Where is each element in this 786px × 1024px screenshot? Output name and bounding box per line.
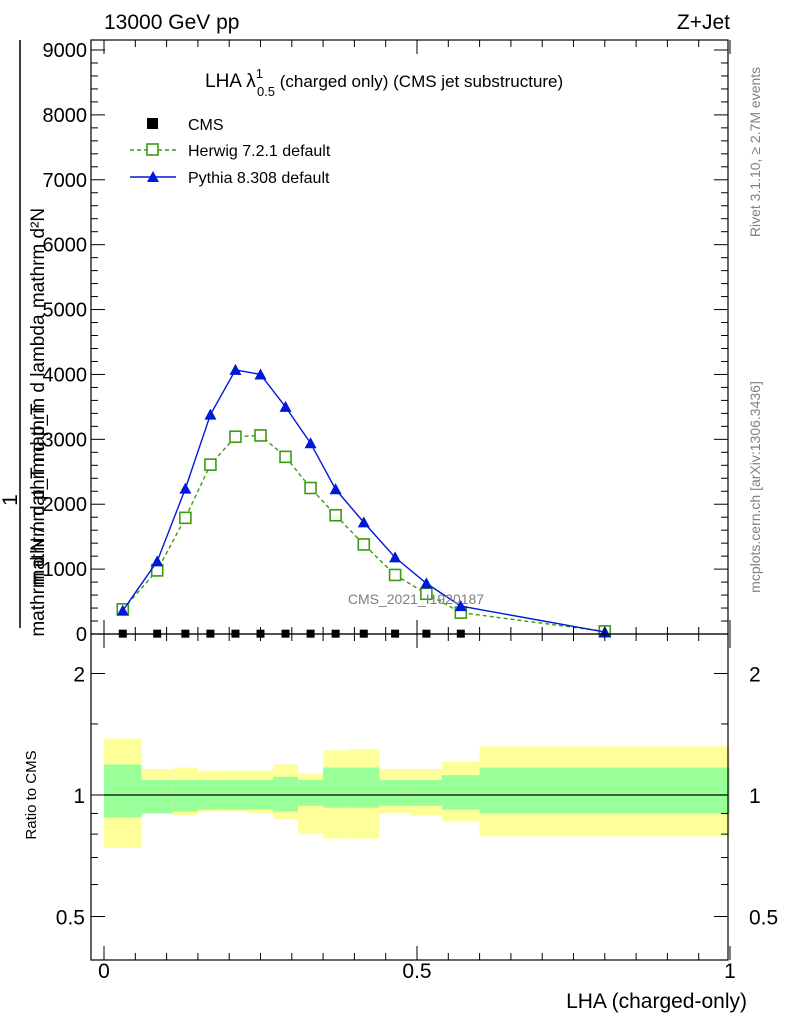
point-pythia [116, 604, 129, 616]
point-herwig [254, 429, 267, 442]
main-ytick-label: 6000 [43, 235, 88, 257]
point-herwig [204, 458, 217, 471]
ratio-ytick-label-right: 1 [749, 785, 761, 808]
main-ytick-label: 3000 [43, 429, 88, 451]
main-y-axis-label: mathrm d²N mathrm d p_T mathrm d lambda … [0, 40, 49, 637]
ratio-band-inner [298, 779, 324, 806]
analysis-watermark: CMS_2021_I1920187 [348, 591, 484, 607]
rivet-version-label: Rivet 3.1.10, ≥ 2.7M events [747, 67, 763, 237]
point-pythia [420, 577, 433, 589]
point-pythia [179, 482, 192, 494]
ratio-ytick-label: 0.5 [56, 907, 85, 930]
main-ytick-label: 5000 [43, 300, 88, 322]
point-herwig [279, 450, 292, 464]
main-panel-axes: 0 1000 2000 3000 4000 5000 6000 7000 8000 9000 [43, 39, 731, 646]
xtick-label: 1 [724, 960, 736, 983]
ratio-band-inner [379, 779, 411, 806]
main-ytick-label: 9000 [43, 40, 88, 62]
legend-herwig-marker [146, 143, 159, 156]
ratio-band-inner [323, 767, 349, 808]
legend-cms-marker [147, 118, 158, 129]
ratio-ytick-label: 1 [73, 785, 85, 808]
ratio-band-inner [410, 779, 443, 806]
point-herwig [229, 430, 242, 444]
ylabel-one: 1 [0, 494, 22, 506]
main-frame [90, 39, 729, 635]
legend: CMS Herwig 7.2.1 default Pythia 8.308 de… [130, 117, 331, 187]
main-ytick-label: 2000 [43, 494, 88, 516]
point-herwig [357, 538, 371, 551]
point-pythia [254, 368, 267, 380]
ratio-frame [90, 633, 729, 961]
point-pythia [389, 551, 402, 563]
chart-title: LHA λ1 0.5 (charged only) (CMS jet substr… [205, 66, 563, 99]
point-pythia [229, 363, 242, 375]
main-panel-data [116, 363, 612, 638]
ratio-ytick-label: 2 [73, 664, 85, 687]
legend-pythia-label: Pythia 8.308 default [188, 170, 330, 187]
ratio-y-axis-label: Ratio to CMS [23, 750, 40, 839]
point-pythia [151, 555, 164, 567]
point-herwig [304, 481, 317, 495]
main-ytick-label: 7000 [43, 170, 88, 192]
xtick-label: 0 [98, 960, 110, 983]
ylabel-num-top: mathrm d²N [28, 208, 49, 308]
point-herwig [388, 568, 402, 582]
series-line-pythia [122, 369, 605, 633]
process-label: Z+Jet [677, 11, 730, 34]
ylabel-den-bottom: mathrm d N / mathrm d p_T [28, 403, 49, 637]
ratio-ytick-label-right: 0.5 [749, 907, 778, 930]
energy-label: 13000 GeV pp [104, 11, 239, 34]
ratio-band-inner [104, 764, 142, 818]
main-ytick-label: 4000 [43, 364, 88, 386]
ylabel-den-top: mathrm d p_T mathrm d lambda [28, 314, 49, 585]
ratio-panel-axes: 0.5 0.5 1 1 2 2 0 0.5 1 [56, 633, 778, 983]
ratio-band-inner [348, 767, 380, 808]
ratio-band-inner [172, 779, 198, 812]
main-ytick-label: 0 [76, 624, 87, 646]
point-pythia [204, 408, 217, 420]
ratio-band-inner [141, 779, 173, 814]
point-pythia [357, 516, 370, 528]
legend-herwig-label: Herwig 7.2.1 default [188, 143, 331, 160]
ratio-panel-data [104, 738, 730, 848]
point-pythia [329, 483, 342, 495]
ratio-band-inner [479, 767, 730, 814]
point-pythia [279, 400, 292, 412]
point-pythia [304, 437, 317, 449]
point-herwig [179, 511, 192, 525]
point-herwig [329, 508, 342, 522]
xtick-label: 0.5 [402, 960, 431, 983]
point-pythia [454, 600, 467, 612]
mcplots-label: mcplots.cern.ch [arXiv:1306.3436] [747, 381, 763, 593]
ratio-ytick-label-right: 2 [749, 664, 761, 687]
ratio-band-inner [273, 776, 299, 812]
legend-pythia-marker [147, 171, 159, 182]
main-ytick-label: 8000 [43, 105, 88, 127]
ratio-band-inner [442, 775, 480, 810]
x-axis-label: LHA (charged-only) [566, 990, 747, 1013]
legend-cms-label: CMS [188, 117, 224, 134]
main-ytick-label: 1000 [43, 559, 88, 581]
